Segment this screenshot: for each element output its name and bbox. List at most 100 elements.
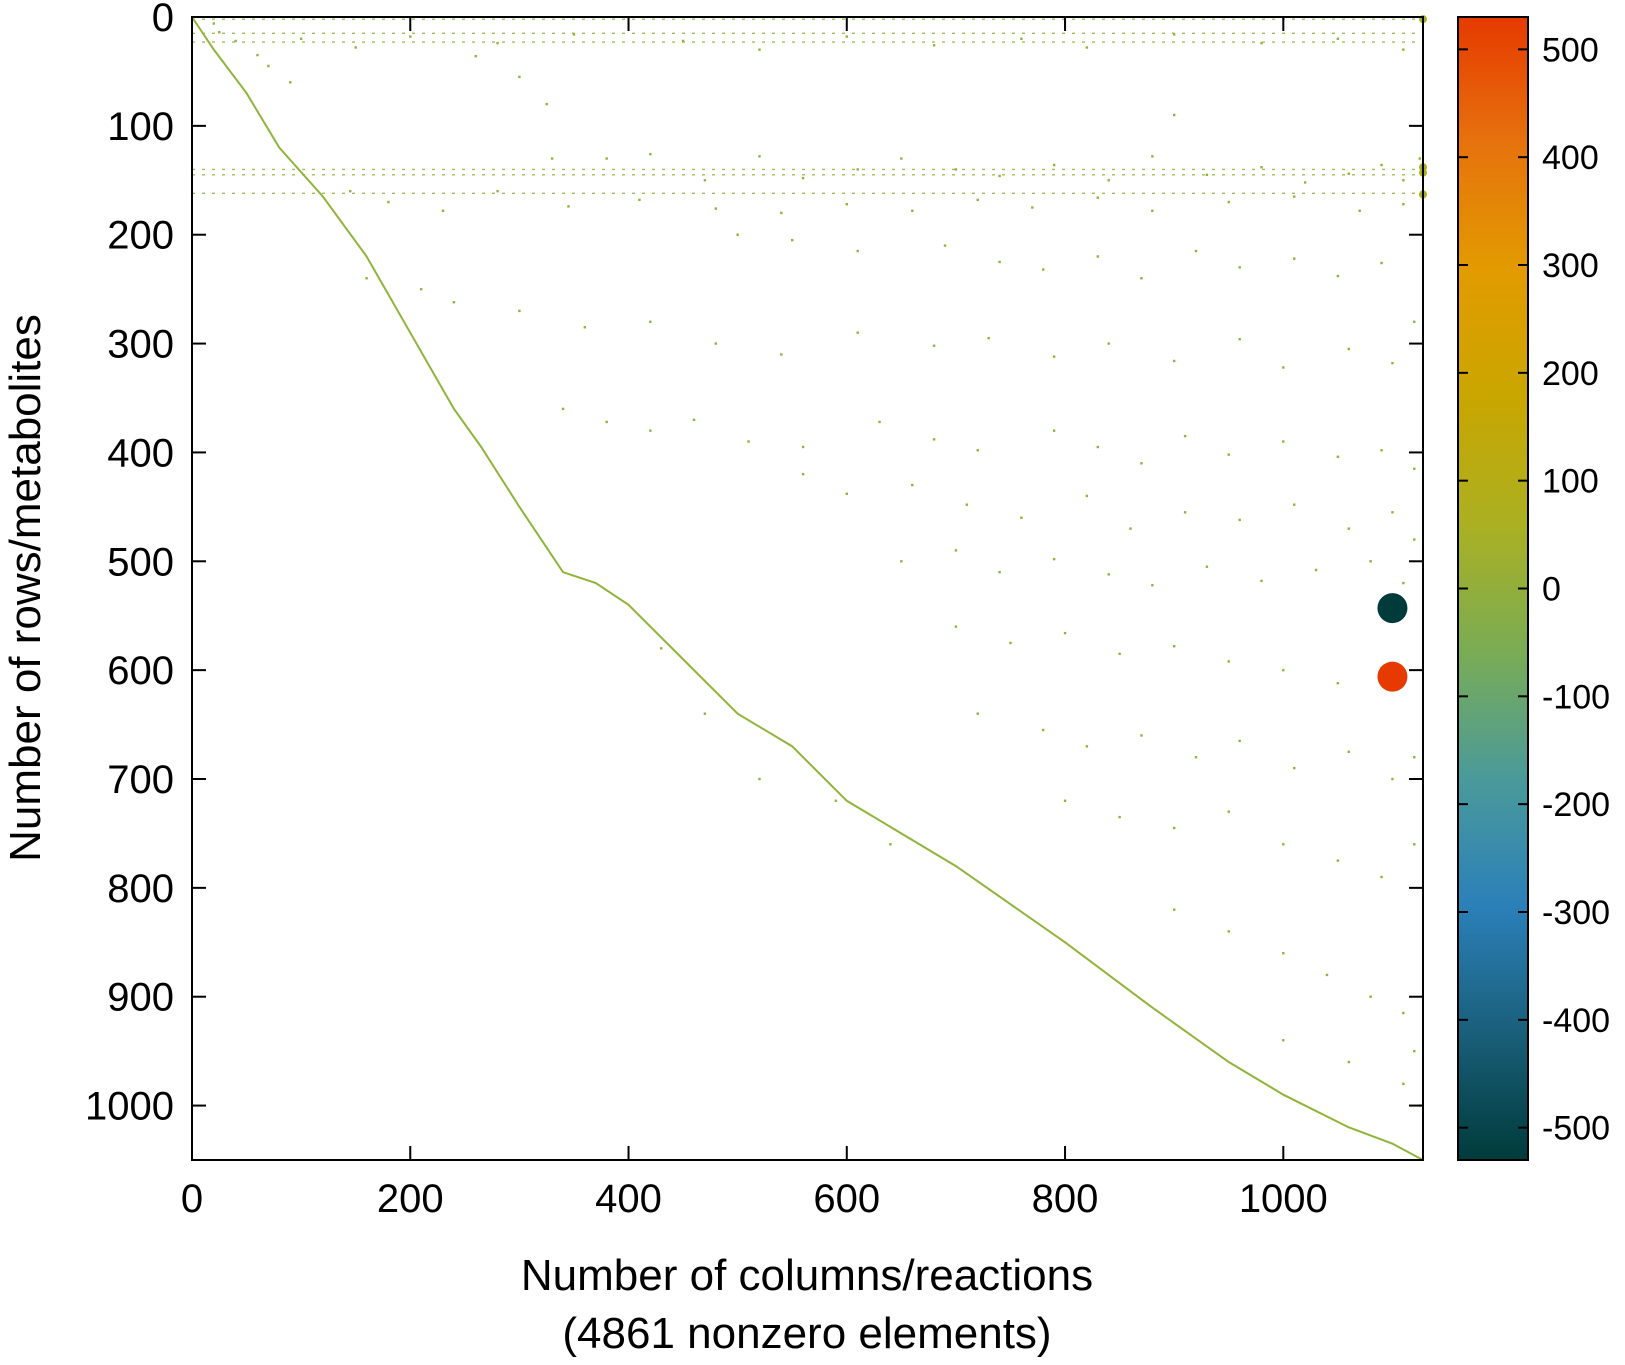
colorbar-tick-label: -500 bbox=[1542, 1110, 1610, 1148]
nonzero-point bbox=[289, 81, 292, 84]
nonzero-point bbox=[583, 326, 587, 329]
nonzero-point bbox=[1238, 338, 1241, 341]
nonzero-point bbox=[1238, 739, 1241, 743]
nonzero-point bbox=[299, 37, 303, 40]
nonzero-point bbox=[496, 41, 499, 45]
nonzero-point bbox=[1413, 538, 1416, 541]
nonzero-point bbox=[496, 189, 499, 193]
nonzero-point bbox=[567, 205, 570, 208]
nonzero-point bbox=[758, 48, 761, 51]
y-tick-label: 800 bbox=[107, 867, 174, 911]
nonzero-point bbox=[1085, 46, 1089, 49]
nonzero-point bbox=[1369, 560, 1372, 563]
nonzero-point bbox=[572, 33, 576, 36]
nonzero-point bbox=[1052, 557, 1056, 561]
nonzero-point bbox=[1052, 429, 1056, 432]
nonzero-point bbox=[834, 799, 838, 802]
nonzero-point bbox=[550, 157, 554, 160]
plot-frame bbox=[191, 16, 1424, 1161]
x-tick-label: 400 bbox=[595, 1177, 662, 1221]
y-tick-label: 600 bbox=[107, 649, 174, 693]
nonzero-point bbox=[605, 157, 608, 160]
nonzero-point bbox=[419, 287, 423, 291]
nonzero-point bbox=[932, 438, 936, 441]
nonzero-point bbox=[954, 168, 958, 171]
nonzero-point bbox=[218, 31, 221, 34]
nonzero-point bbox=[638, 198, 641, 202]
nonzero-point bbox=[1107, 342, 1110, 345]
nonzero-point bbox=[1402, 179, 1405, 182]
nonzero-point bbox=[1358, 209, 1361, 212]
nonzero-point bbox=[409, 35, 412, 38]
colorbar-tick-label: -200 bbox=[1542, 786, 1610, 824]
nonzero-point bbox=[1172, 908, 1176, 911]
nonzero-point bbox=[1172, 826, 1176, 830]
nonzero-point bbox=[736, 233, 739, 236]
y-tick-label: 400 bbox=[107, 431, 174, 475]
nonzero-point bbox=[518, 309, 521, 313]
nonzero-point bbox=[976, 198, 979, 202]
nonzero-point bbox=[1413, 467, 1416, 470]
nonzero-point bbox=[889, 843, 892, 846]
nonzero-point bbox=[605, 420, 608, 424]
y-tick-label: 100 bbox=[107, 105, 174, 149]
nonzero-point bbox=[267, 64, 270, 68]
nonzero-point bbox=[1140, 734, 1143, 737]
nonzero-point bbox=[758, 777, 761, 781]
nonzero-point bbox=[1172, 644, 1176, 648]
colorbar-tick-label: -100 bbox=[1542, 678, 1610, 716]
nonzero-point bbox=[1336, 859, 1340, 862]
nonzero-point bbox=[1118, 652, 1121, 656]
nonzero-point bbox=[1020, 37, 1023, 40]
nonzero-point bbox=[1347, 347, 1350, 351]
nonzero-point bbox=[998, 174, 1001, 178]
nonzero-point bbox=[878, 420, 881, 424]
nonzero-point bbox=[1413, 1049, 1416, 1053]
nonzero-point bbox=[1151, 209, 1154, 212]
nonzero-point bbox=[965, 503, 969, 506]
y-axis: 0 100 200 300 400 500 600 700 800 900 1000 bbox=[85, 0, 1423, 1129]
nonzero-point bbox=[1260, 41, 1263, 45]
y-tick-label: 0 bbox=[152, 0, 174, 40]
nonzero-point bbox=[1140, 277, 1143, 280]
nonzero-point bbox=[856, 249, 859, 253]
nonzero-point bbox=[1282, 668, 1285, 672]
x-tick-label: 800 bbox=[1032, 1177, 1099, 1221]
nonzero-point bbox=[1336, 455, 1340, 458]
nonzero-point bbox=[1413, 756, 1416, 759]
diagonal-line bbox=[191, 16, 1424, 1161]
nonzero-point bbox=[1402, 1082, 1405, 1085]
y-tick-label: 500 bbox=[107, 540, 174, 584]
nonzero-point bbox=[474, 54, 477, 58]
nonzero-point bbox=[1107, 573, 1110, 576]
nonzero-point bbox=[1129, 527, 1132, 530]
nonzero-point bbox=[1380, 261, 1383, 265]
nonzero-point bbox=[1096, 255, 1099, 258]
nonzero-point bbox=[976, 449, 979, 452]
nonzero-point bbox=[1042, 268, 1045, 271]
nonzero-point bbox=[1293, 766, 1296, 770]
nonzero-point bbox=[1347, 172, 1350, 175]
nonzero-point bbox=[1347, 750, 1350, 753]
highlight-point bbox=[1377, 661, 1408, 692]
nonzero-point bbox=[1085, 494, 1089, 498]
nonzero-point bbox=[1260, 166, 1263, 169]
highlight-point bbox=[1377, 593, 1408, 624]
nonzero-point bbox=[1238, 518, 1241, 522]
nonzero-point bbox=[1402, 1011, 1405, 1015]
nonzero-point bbox=[1293, 195, 1296, 198]
x-axis-title: Number of columns/reactions bbox=[521, 1251, 1093, 1300]
y-axis-title: Number of rows/metabolites bbox=[1, 314, 50, 862]
nonzero-point bbox=[932, 44, 936, 47]
nonzero-point bbox=[1413, 320, 1416, 323]
nonzero-point bbox=[845, 492, 848, 495]
nonzero-point bbox=[1380, 875, 1383, 879]
nonzero-point bbox=[545, 102, 548, 106]
nonzero-point bbox=[1052, 355, 1056, 358]
nonzero-points bbox=[212, 22, 1421, 1107]
nonzero-point bbox=[1293, 257, 1296, 260]
nonzero-point bbox=[1391, 361, 1394, 365]
nonzero-point bbox=[1172, 33, 1176, 36]
nonzero-point bbox=[452, 301, 456, 304]
nonzero-point bbox=[911, 209, 914, 212]
